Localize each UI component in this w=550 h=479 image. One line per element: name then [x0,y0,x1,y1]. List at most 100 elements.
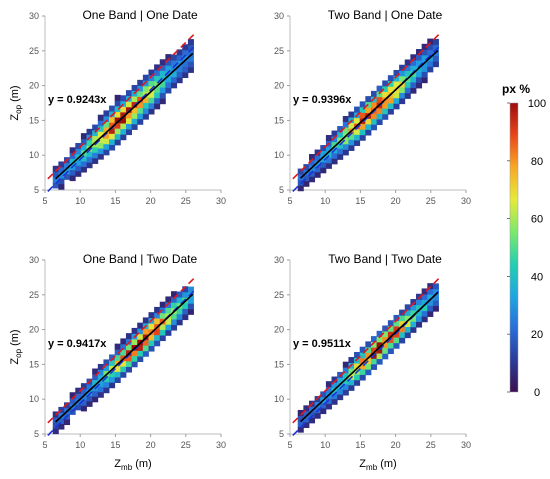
heatmap-cell [382,108,389,115]
heatmap-cell [120,338,127,345]
heatmap-cell [120,134,127,141]
heatmap-cell [348,139,355,146]
heatmap-cell [114,105,121,112]
heatmap-cell [148,102,155,109]
heatmap-cell [354,128,361,135]
heatmap-cell [103,138,110,145]
heatmap-cell [137,90,144,97]
y-tick-label: 30 [274,11,284,21]
heatmap-cell [159,329,166,336]
heatmap-cell [387,103,394,110]
heatmap-cell [114,100,121,107]
heatmap-cell [52,417,59,423]
heatmap-cell [109,360,116,366]
heatmap-cell [69,397,76,404]
heatmap-cell [382,325,389,332]
heatmap-cell [382,336,389,343]
heatmap-cell [154,306,161,313]
heatmap-cell [399,87,406,93]
heatmap-cell [387,97,394,104]
heatmap-cell [432,55,439,62]
heatmap-cell [75,159,82,166]
heatmap-cell [109,133,116,140]
heatmap-cell [120,106,127,113]
heatmap-cell [114,139,121,146]
heatmap-cell [187,297,194,304]
heatmap-cell [176,291,183,298]
heatmap-cell [97,363,104,370]
heatmap-cell [421,316,428,323]
y-tick-label: 15 [274,359,284,369]
colorbar-gradient [509,102,519,393]
heatmap-cell [154,329,161,336]
heatmap-cell [171,319,178,326]
heatmap-cell [148,345,155,352]
heatmap-cell [69,152,76,159]
heatmap-cell [421,49,428,56]
heatmap-cell [359,346,366,353]
heatmap-cell [337,131,344,138]
heatmap-cell [416,293,423,300]
heatmap-cell [92,379,99,386]
heatmap-cell [331,382,338,389]
heatmap-cell [187,39,194,46]
heatmap-cell [137,102,144,109]
heatmap-cell [171,291,178,298]
heatmap-cell [148,80,155,87]
heatmap-cell [97,148,104,155]
heatmap-cell [80,405,87,412]
x-tick-label: 30 [461,196,471,206]
heatmap-cell [114,128,121,135]
heatmap-cell [159,98,166,105]
heatmap-cell [325,146,332,153]
heatmap-cell [125,101,132,108]
fit-equation: y = 0.9396x [293,94,352,106]
heatmap-cell [69,169,76,176]
heatmap-cell [148,75,155,82]
heatmap-cell [131,107,138,114]
heatmap-cell [159,59,166,66]
heatmap-cell [370,113,377,120]
heatmap-cell [421,71,428,78]
heatmap-cell [393,69,400,76]
heatmap-cell [142,102,149,109]
heatmap-cell [176,77,183,84]
heatmap-cell [159,312,166,319]
heatmap-cell [114,94,121,101]
heatmap-cell [142,328,149,335]
x-tick-label: 5 [42,196,47,206]
heatmap-cell [154,92,161,99]
heatmap-cell [92,130,99,137]
heatmap-cell [92,157,99,164]
heatmap-cell [399,320,406,327]
heatmap-cell [154,103,161,110]
x-tick-label: 15 [355,440,365,450]
heatmap-cell [154,97,161,104]
heatmap-cell [421,77,428,84]
heatmap-cell [103,381,110,388]
x-axis-label: Zmb (m) [359,458,396,472]
heatmap-cell [404,87,411,94]
heatmap-cell [114,117,121,124]
heatmap-cell [325,151,332,158]
heatmap-cell [86,128,93,135]
heatmap-cell [97,375,104,382]
x-tick-label: 10 [320,196,330,206]
heatmap-cell [58,183,65,190]
heatmap-cell [393,331,400,338]
heatmap-cell [387,108,394,115]
heatmap-cell [97,142,104,149]
heatmap-cell [154,86,161,93]
heatmap-cell [382,347,389,354]
heatmap-cell [427,66,434,73]
heatmap-cell [320,167,327,174]
heatmap-cell [80,399,87,406]
heatmap-cell [303,422,310,429]
heatmap-cell [399,326,406,333]
heatmap-cell [137,79,144,86]
heatmap-cell [52,182,59,189]
x-axis-label: Zmb (m) [114,458,151,472]
heatmap-cell [314,166,321,173]
heatmap-cell [325,386,332,393]
heatmap-cell [359,134,366,141]
